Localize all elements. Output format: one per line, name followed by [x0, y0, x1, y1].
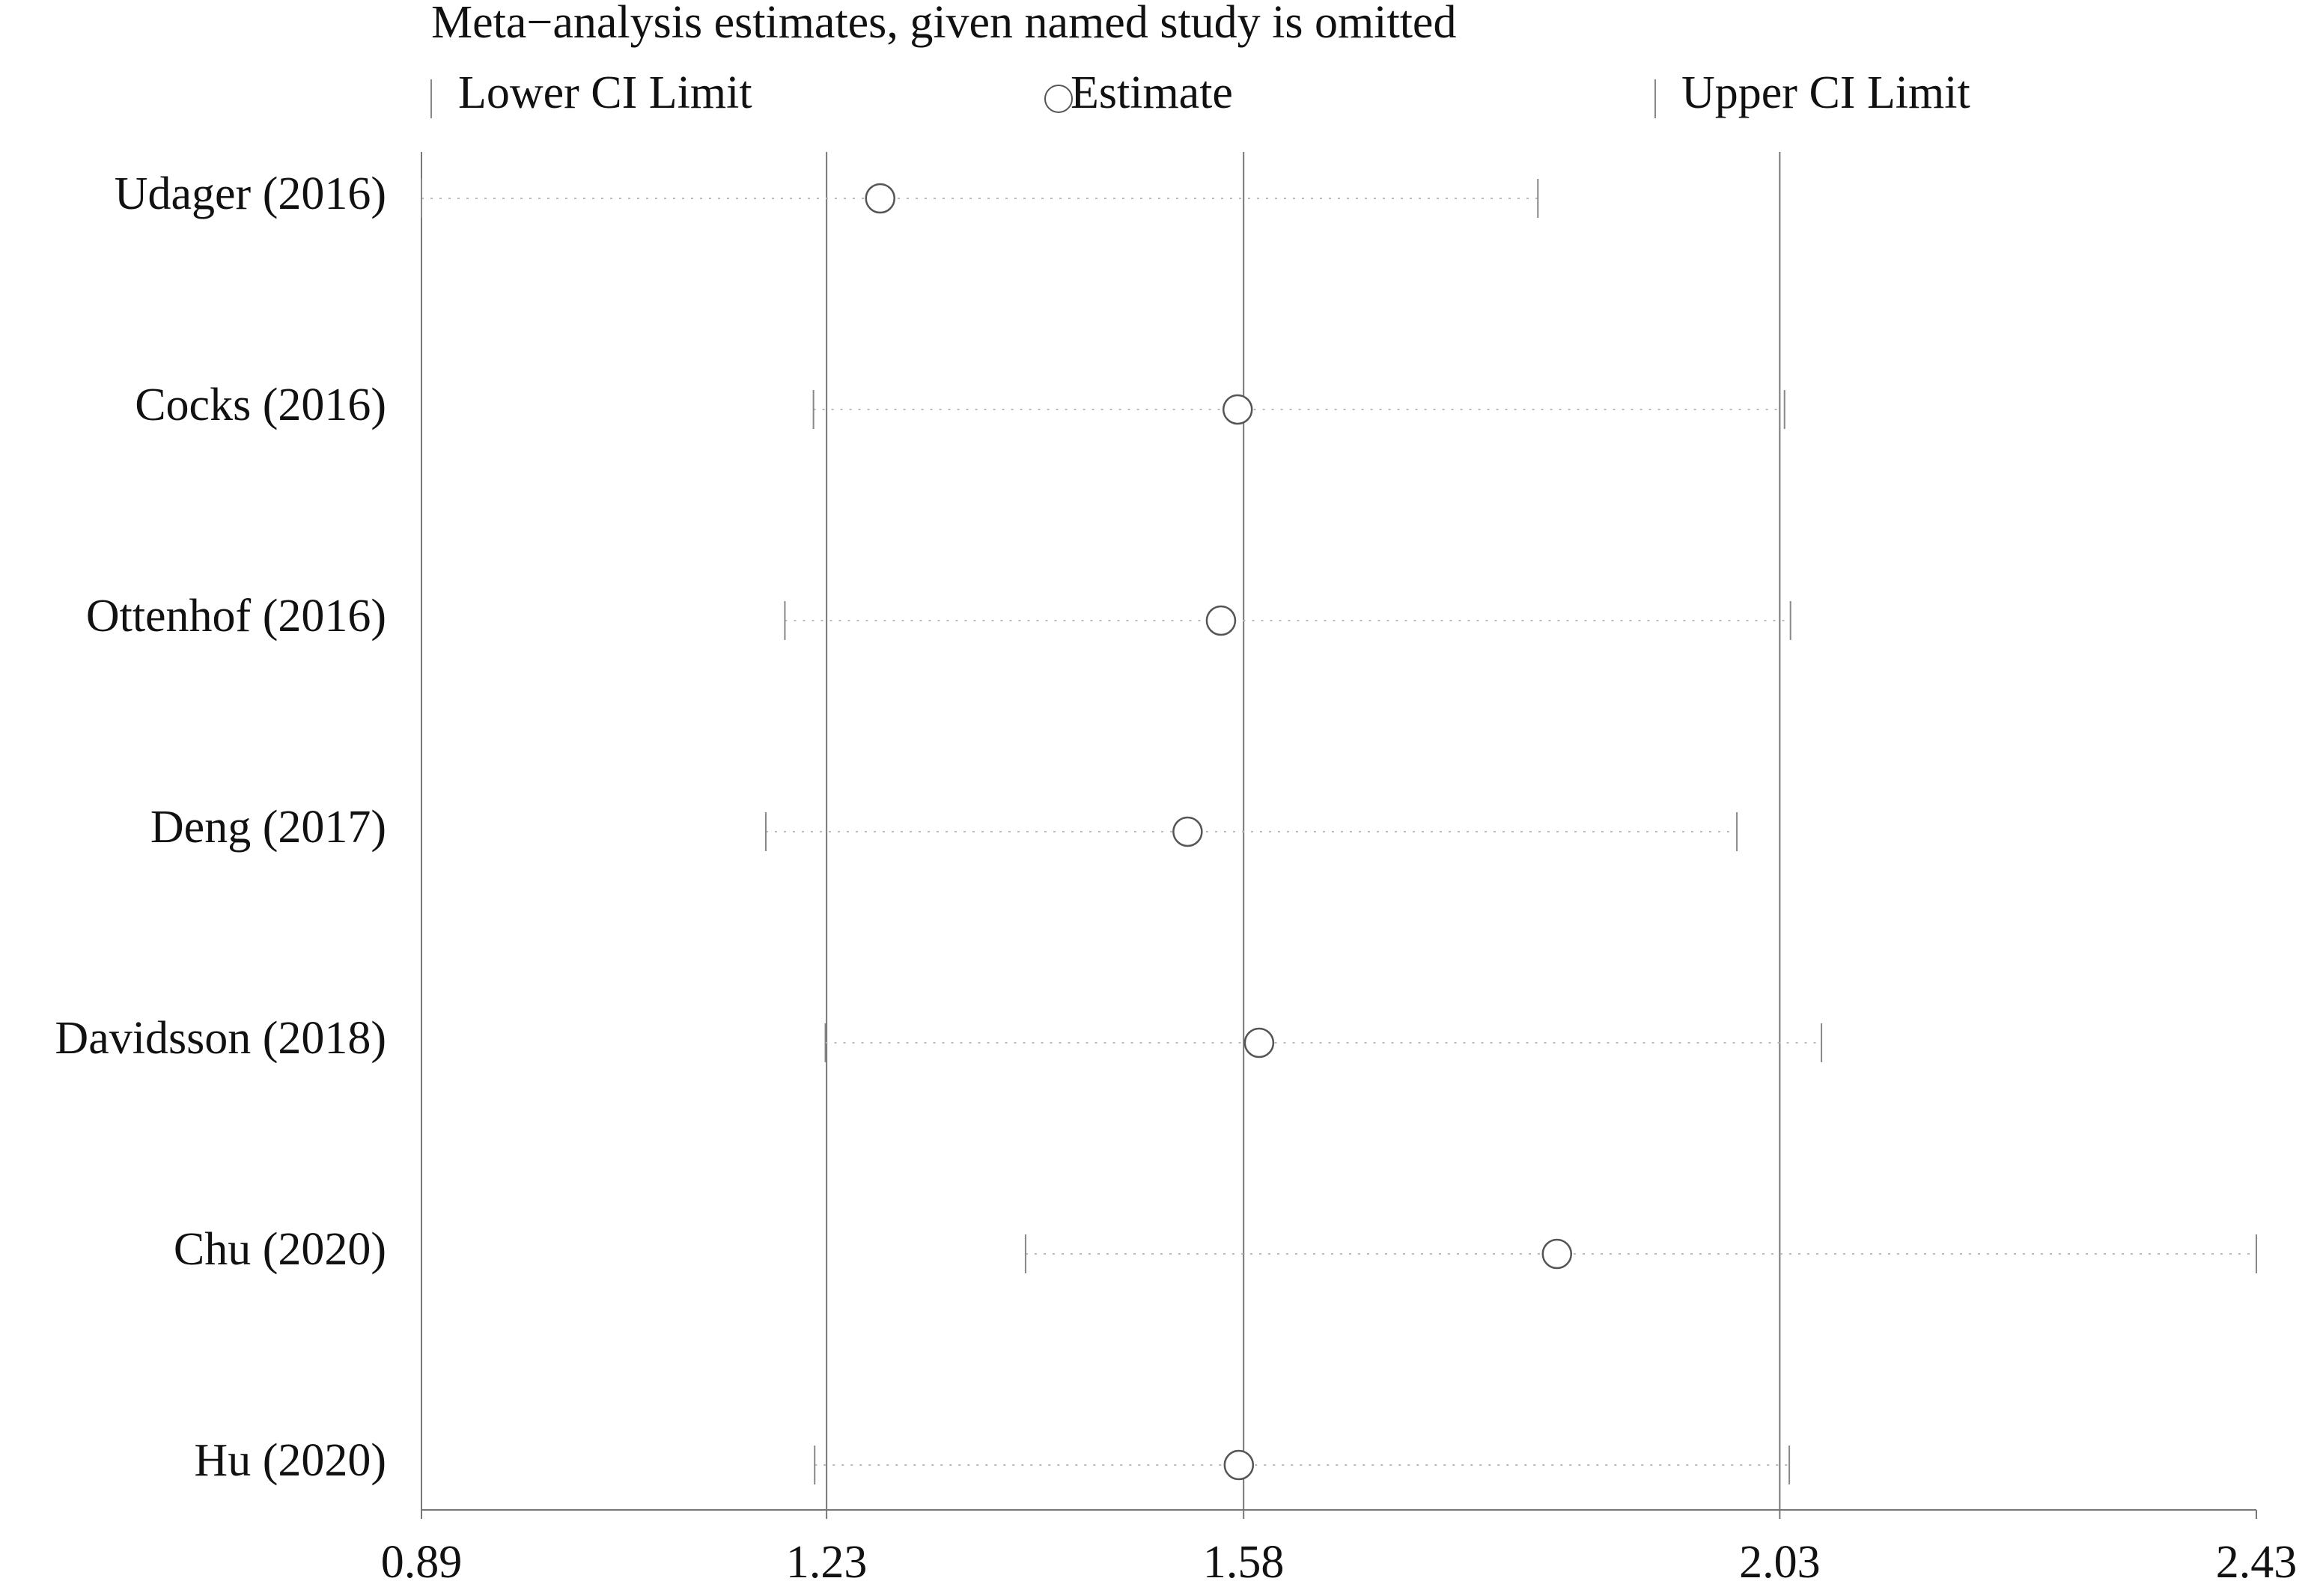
estimate-marker [1172, 816, 1203, 847]
estimate-marker [1541, 1238, 1573, 1270]
y-tick-label: Deng (2017) [150, 802, 386, 853]
legend-marker [1044, 85, 1073, 113]
legend-label: Estimate [1071, 67, 1233, 118]
y-tick-label: Udager (2016) [115, 168, 386, 219]
y-tick-label: Ottenhof (2016) [86, 591, 386, 642]
legend-label: Lower CI Limit [458, 67, 752, 118]
x-tick-label: 2.03 [1739, 1537, 1821, 1588]
estimate-marker [1205, 605, 1237, 636]
x-tick-label: 1.58 [1203, 1537, 1285, 1588]
y-tick-label: Davidsson (2018) [55, 1013, 386, 1064]
x-tick-label: 2.43 [2216, 1537, 2298, 1588]
y-tick-label: Chu (2020) [174, 1224, 386, 1275]
chart-title: Meta−analysis estimates, given named stu… [431, 0, 1456, 48]
estimate-marker [1223, 1449, 1255, 1481]
x-tick-label: 0.89 [381, 1537, 463, 1588]
x-tick-label: 1.23 [786, 1537, 868, 1588]
y-tick-label: Cocks (2016) [135, 380, 386, 430]
y-tick-label: Hu (2020) [194, 1435, 386, 1486]
estimate-marker [865, 183, 895, 214]
estimate-marker [1243, 1027, 1275, 1059]
estimate-marker [1222, 394, 1253, 425]
legend-label: Upper CI Limit [1681, 67, 1970, 118]
